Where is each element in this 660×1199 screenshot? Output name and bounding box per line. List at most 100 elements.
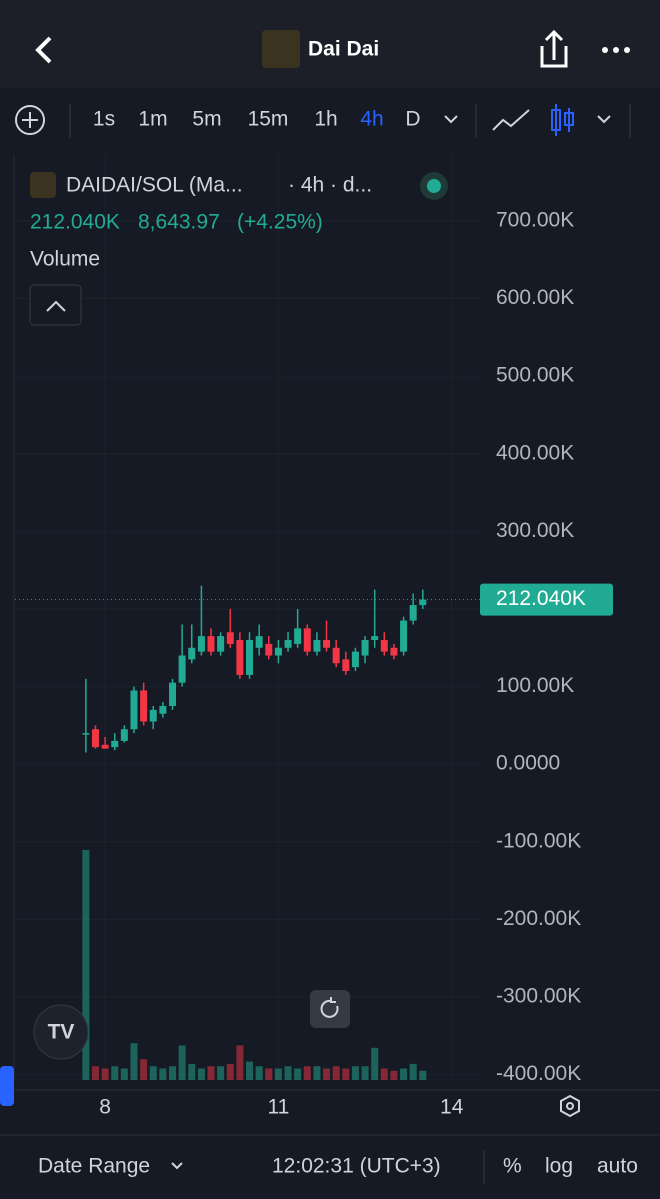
volume-bar <box>380 1068 388 1080</box>
legend-change: 8,643.97 <box>138 211 220 234</box>
volume-bar <box>120 1068 128 1080</box>
volume-bar <box>101 1068 109 1080</box>
collapse-button[interactable] <box>29 284 82 326</box>
chart-type-dropdown[interactable] <box>597 115 611 124</box>
volume-bar <box>284 1066 292 1080</box>
candle-body <box>246 640 254 675</box>
volume-bar <box>323 1068 331 1080</box>
candle-body <box>303 628 311 652</box>
token-icon <box>262 30 300 68</box>
timeframe-button[interactable]: D <box>405 108 420 131</box>
logo-mark: TV <box>48 1021 75 1044</box>
legend-symbol: DAIDAI/SOL (Ma... <box>66 174 243 197</box>
candle-body <box>101 744 109 749</box>
candle-chart-button[interactable] <box>551 104 574 136</box>
candle-body <box>178 655 186 683</box>
candle-body <box>140 690 148 722</box>
log-toggle[interactable]: log <box>545 1155 573 1178</box>
y-tick-label: 600.00K <box>496 286 574 309</box>
volume-bar <box>178 1045 186 1080</box>
candle-body <box>342 659 350 672</box>
auto-toggle[interactable]: auto <box>597 1155 638 1178</box>
timeframe-button[interactable]: 15m <box>248 108 289 131</box>
y-tick-label: -100.00K <box>496 829 581 852</box>
volume-bar <box>400 1068 408 1080</box>
x-tick-label: 8 <box>99 1096 111 1119</box>
add-icon <box>22 112 38 128</box>
volume-bar <box>207 1066 215 1080</box>
volume-bar <box>294 1068 302 1080</box>
volume-bar <box>255 1066 263 1080</box>
settings-button[interactable] <box>560 1094 580 1118</box>
x-tick-label: 11 <box>267 1096 289 1119</box>
share-button[interactable] <box>540 29 568 68</box>
legend-volume: Volume <box>30 248 100 271</box>
timeframe-button[interactable]: 1s <box>93 108 115 131</box>
volume-bar <box>197 1068 205 1080</box>
back-button[interactable] <box>35 36 52 64</box>
header-title: Dai Dai <box>308 38 379 61</box>
volume-bar <box>246 1061 254 1080</box>
candle-body <box>120 729 128 741</box>
volume-bar <box>361 1066 369 1080</box>
volume-bar <box>351 1066 359 1080</box>
candle-body <box>332 647 340 664</box>
volume-bar <box>217 1066 225 1080</box>
timeframe-button[interactable]: 5m <box>192 108 221 131</box>
volume-bar <box>149 1066 157 1080</box>
add-button[interactable] <box>15 105 45 135</box>
date-range-dropdown[interactable] <box>171 1162 183 1170</box>
token-icon <box>30 172 56 198</box>
price-tag-label: 212.040K <box>496 587 586 610</box>
candle-body <box>390 647 398 656</box>
volume-bar <box>419 1070 427 1080</box>
volume-bar <box>226 1063 234 1080</box>
clock: 12:02:31 (UTC+3) <box>272 1155 441 1178</box>
candle-body <box>197 636 205 652</box>
side-tab[interactable] <box>0 1066 14 1106</box>
x-tick-label: 14 <box>440 1096 464 1119</box>
percent-toggle[interactable]: % <box>503 1155 522 1178</box>
candle-body <box>274 647 282 656</box>
y-tick-label: 0.0000 <box>496 752 560 775</box>
volume-bar <box>265 1068 273 1080</box>
candle-body <box>351 651 359 668</box>
more-button[interactable] <box>602 47 630 53</box>
line-chart-button[interactable] <box>492 109 530 131</box>
timeframe-button[interactable]: 1m <box>138 108 167 131</box>
toolbar <box>0 88 660 150</box>
candle-body <box>409 605 417 621</box>
settings-icon <box>566 1102 574 1110</box>
candle-body <box>217 636 225 652</box>
volume-bar <box>303 1066 311 1080</box>
y-tick-label: -300.00K <box>496 985 581 1008</box>
volume-bar <box>390 1070 398 1080</box>
candle-body <box>284 640 292 648</box>
candle-body <box>255 636 263 648</box>
timeframe-button[interactable]: 4h <box>360 108 383 131</box>
volume-bar <box>140 1059 148 1080</box>
date-range[interactable]: Date Range <box>38 1155 150 1178</box>
y-tick-label: 700.00K <box>496 209 574 232</box>
volume-bar <box>236 1045 244 1080</box>
y-tick-label: -400.00K <box>496 1062 581 1085</box>
volume-bar <box>111 1066 119 1080</box>
logo <box>33 1004 89 1060</box>
status-dot <box>427 179 441 193</box>
reset-button[interactable] <box>310 990 350 1028</box>
volume-bar <box>409 1063 417 1080</box>
candle-body <box>313 640 321 652</box>
candle-body <box>111 740 119 748</box>
timeframe-button[interactable]: 1h <box>314 108 337 131</box>
candle-body <box>265 643 273 656</box>
candle-body <box>226 632 234 644</box>
volume-bar <box>169 1066 177 1080</box>
candle-body <box>130 690 138 730</box>
timeframe-dropdown[interactable] <box>444 115 458 124</box>
volume-bar <box>188 1063 196 1080</box>
price-tag <box>480 583 613 616</box>
volume-bar <box>91 1066 99 1080</box>
volume-bar <box>313 1066 321 1080</box>
